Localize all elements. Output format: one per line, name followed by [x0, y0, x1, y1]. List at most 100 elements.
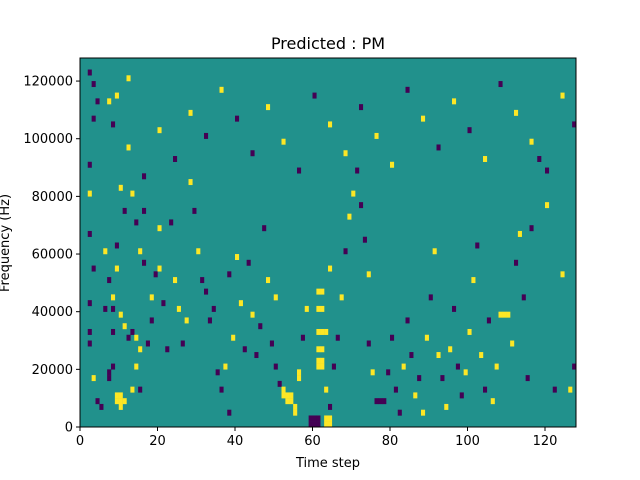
heatmap-cell [126, 75, 131, 82]
heatmap-cell [111, 363, 116, 370]
heatmap-cell [277, 380, 282, 387]
heatmap-cell [114, 242, 119, 249]
heatmap-cell [157, 265, 162, 272]
heatmap-cell [173, 156, 178, 162]
heatmap-cell [118, 311, 123, 318]
heatmap-cell [87, 230, 92, 237]
heatmap-cell [525, 375, 530, 382]
heatmap-cell [490, 398, 495, 405]
y-tick-label: 100000 [23, 132, 73, 147]
heatmap-cell [219, 386, 224, 393]
heatmap-cell [483, 156, 488, 162]
heatmap-cell [452, 305, 457, 312]
heatmap-cell [130, 328, 135, 335]
heatmap-cell [289, 398, 294, 405]
heatmap-cell [107, 277, 112, 284]
heatmap-cell [118, 398, 123, 405]
heatmap-cell [235, 254, 240, 260]
y-tick-label: 0 [65, 421, 73, 436]
heatmap-cell [200, 277, 205, 284]
heatmap-cell [393, 386, 398, 393]
heatmap-cell [145, 340, 150, 347]
heatmap-cell [184, 317, 189, 324]
heatmap-cell [409, 352, 414, 359]
chart-title: Predicted : PM [271, 34, 385, 53]
heatmap-cell [266, 277, 271, 284]
heatmap-cell [320, 363, 325, 370]
heatmap-cell [211, 305, 216, 312]
heatmap-cell [316, 328, 321, 335]
heatmap-cell [397, 409, 402, 416]
heatmap-cell [506, 311, 511, 318]
heatmap-cell [374, 398, 379, 405]
heatmap-cell [266, 104, 271, 111]
heatmap-cell [316, 421, 321, 428]
heatmap-cell [149, 317, 154, 324]
heatmap-cell [111, 294, 116, 301]
heatmap-cell [223, 363, 228, 370]
heatmap-cell [568, 386, 573, 393]
heatmap-cell [572, 363, 577, 370]
heatmap-cell [514, 109, 519, 116]
heatmap-cell [343, 248, 348, 255]
heatmap-cell [320, 357, 325, 364]
x-tick-label: 0 [76, 434, 84, 449]
heatmap-cell [281, 392, 286, 399]
heatmap-cell [281, 138, 286, 145]
heatmap-cell [312, 415, 317, 422]
heatmap-cell [455, 363, 460, 370]
heatmap-cell [126, 334, 131, 341]
heatmap-cell [130, 190, 135, 197]
heatmap-cell [390, 161, 395, 168]
heatmap-cell [448, 346, 453, 353]
heatmap-cell [130, 386, 135, 393]
heatmap-cell [161, 300, 166, 307]
heatmap-cell [169, 219, 174, 226]
heatmap-cell [417, 375, 422, 382]
heatmap-cell [444, 403, 449, 410]
heatmap-cell [118, 403, 123, 410]
heatmap-cell [339, 294, 344, 301]
heatmap-cell [111, 121, 116, 128]
heatmap-cell [215, 369, 220, 376]
heatmap-cell [498, 311, 503, 318]
heatmap-cell [176, 305, 181, 312]
heatmap-cell [316, 305, 321, 312]
heatmap-cell [300, 334, 305, 341]
heatmap-cell [378, 398, 383, 405]
heatmap-cell [471, 277, 476, 284]
heatmap-cell [320, 328, 325, 335]
heatmap-cell [475, 242, 480, 249]
heatmap-cell [114, 392, 119, 399]
heatmap-cell [436, 144, 441, 151]
heatmap-cell [153, 271, 158, 278]
heatmap-cell [545, 202, 550, 209]
x-axis-label: Time step [295, 456, 360, 471]
heatmap-cell [316, 346, 321, 353]
heatmap-cell [138, 248, 143, 255]
heatmap-cell [107, 98, 112, 105]
heatmap-cell [366, 340, 371, 347]
heatmap-cell [494, 363, 499, 370]
heatmap-cell [103, 305, 108, 312]
heatmap-cell [459, 392, 464, 399]
y-axis-ticks: 0 20000 40000 60000 80000 100000 120000 [23, 75, 80, 436]
heatmap-cell [328, 421, 333, 428]
heatmap-cell [552, 386, 557, 393]
heatmap-cell [324, 415, 329, 422]
heatmap-cell [95, 98, 100, 105]
y-tick-label: 20000 [32, 363, 73, 378]
heatmap-cell [428, 294, 433, 301]
heatmap-cell [463, 369, 468, 376]
heatmap-cell [405, 86, 410, 93]
heatmap-cell [320, 288, 325, 295]
heatmap-cell [510, 340, 515, 347]
heatmap-cell [401, 363, 406, 370]
heatmap-cell [312, 421, 317, 428]
heatmap-cell [517, 230, 522, 237]
heatmap-cell [347, 213, 352, 220]
heatmap-cell [413, 392, 418, 399]
heatmap-cell [157, 225, 162, 232]
heatmap-cell [498, 81, 503, 88]
y-tick-label: 60000 [32, 248, 73, 263]
